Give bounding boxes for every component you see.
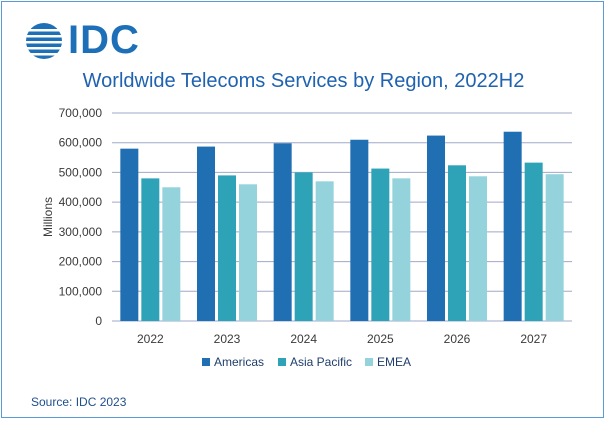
bar-emea-2023 [239,184,257,321]
y-tick-label: 600,000 [59,136,103,150]
bar-emea-2022 [162,187,181,321]
bar-asia-pacific-2026 [448,165,466,321]
source-note: Source: IDC 2023 [31,395,127,409]
y-tick-label: 100,000 [59,284,103,298]
y-tick-label: 0 [95,314,102,328]
x-tick-label: 2027 [520,332,547,346]
legend-label: Asia Pacific [290,355,352,369]
legend-label: EMEA [377,355,411,369]
bar-americas-2024 [273,143,292,321]
y-tick-label: 700,000 [59,106,103,120]
bar-asia-pacific-2025 [371,168,390,321]
y-axis-title: Millions [41,197,55,237]
legend-swatch [365,358,373,366]
x-tick-label: 2022 [137,332,164,346]
bar-americas-2025 [350,139,369,321]
y-tick-label: 400,000 [59,195,103,209]
y-tick-label: 300,000 [59,225,103,239]
logo-text: IDC [68,18,140,62]
bar-americas-2022 [120,148,139,321]
bar-americas-2026 [427,135,445,321]
bar-asia-pacific-2023 [218,175,236,321]
bar-asia-pacific-2024 [294,172,313,321]
x-tick-label: 2025 [367,332,394,346]
chart-title: Worldwide Telecoms Services by Region, 2… [82,70,525,92]
legend-swatch [202,358,210,366]
x-tick-label: 2024 [290,332,317,346]
bar-emea-2027 [545,174,564,321]
bar-asia-pacific-2027 [524,162,543,321]
idc-logo: IDC [24,18,154,64]
y-tick-label: 200,000 [59,255,103,269]
x-tick-label: 2023 [214,332,241,346]
legend-label: Americas [214,355,264,369]
bar-emea-2024 [315,181,334,321]
bar-asia-pacific-2022 [141,178,160,321]
legend-swatch [278,358,286,366]
bar-americas-2027 [503,131,522,321]
x-tick-label: 2026 [444,332,471,346]
bar-emea-2025 [392,178,411,321]
bar-americas-2023 [197,146,215,321]
bar-emea-2026 [469,176,487,321]
y-tick-label: 500,000 [59,165,103,179]
globe-icon [24,23,64,59]
